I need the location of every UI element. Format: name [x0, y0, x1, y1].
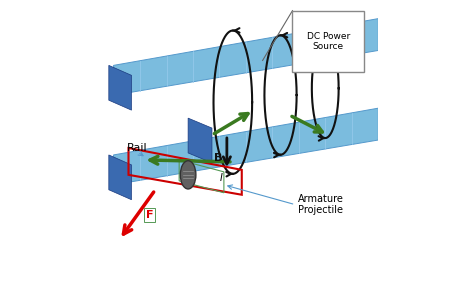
Ellipse shape — [180, 161, 196, 189]
Polygon shape — [114, 19, 378, 95]
Text: B: B — [214, 153, 222, 163]
Polygon shape — [109, 65, 131, 110]
Bar — [144, 208, 155, 222]
Text: DC Power
Source: DC Power Source — [307, 32, 350, 51]
Text: F: F — [146, 210, 153, 220]
Text: Armature
Projectile: Armature Projectile — [299, 194, 344, 216]
Text: Rail: Rail — [127, 143, 148, 153]
Polygon shape — [109, 155, 131, 200]
Polygon shape — [188, 118, 212, 163]
Bar — [292, 11, 364, 72]
Polygon shape — [114, 108, 378, 185]
Text: I: I — [219, 173, 222, 183]
